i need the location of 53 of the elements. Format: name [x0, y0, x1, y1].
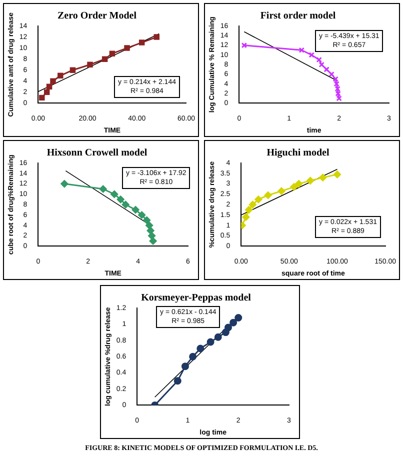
point	[124, 45, 130, 51]
point	[50, 78, 56, 84]
point	[148, 232, 156, 240]
point	[245, 206, 253, 214]
point	[149, 237, 157, 245]
chart-title: Zero Order Model	[57, 10, 137, 22]
point	[99, 185, 107, 193]
point	[132, 206, 140, 214]
point	[122, 200, 130, 208]
point	[146, 226, 154, 234]
point	[264, 191, 272, 199]
point	[174, 377, 182, 385]
point	[109, 50, 116, 56]
point	[234, 314, 242, 322]
point	[196, 344, 204, 352]
point	[254, 196, 262, 204]
point	[230, 318, 238, 326]
point	[308, 52, 314, 58]
point	[87, 62, 93, 68]
point	[278, 187, 286, 195]
point	[60, 180, 68, 188]
chart-title: Korsmeyer-Peppas model	[141, 292, 252, 304]
point	[333, 170, 341, 178]
point	[58, 72, 64, 78]
point	[295, 180, 303, 188]
point	[224, 324, 232, 332]
point	[154, 34, 160, 40]
point	[138, 211, 146, 219]
point	[102, 56, 108, 62]
point	[143, 216, 151, 224]
point	[46, 84, 52, 90]
chart-title: Hixsonn Crowell model	[46, 148, 148, 159]
chart-title: First order model	[260, 10, 336, 22]
point	[189, 352, 197, 360]
point	[242, 213, 250, 221]
point	[298, 47, 304, 53]
point	[328, 71, 334, 78]
point	[206, 338, 214, 346]
point	[39, 94, 45, 101]
point	[306, 176, 314, 184]
point	[319, 174, 327, 182]
point	[116, 196, 124, 204]
point	[44, 89, 50, 96]
point	[324, 66, 330, 72]
point	[181, 362, 189, 370]
point	[146, 222, 154, 230]
point	[70, 67, 76, 73]
point	[138, 40, 145, 46]
point	[290, 183, 298, 191]
chart-title: Higuchi model	[266, 148, 330, 159]
point	[110, 190, 118, 198]
point	[248, 200, 256, 208]
point	[214, 333, 222, 341]
